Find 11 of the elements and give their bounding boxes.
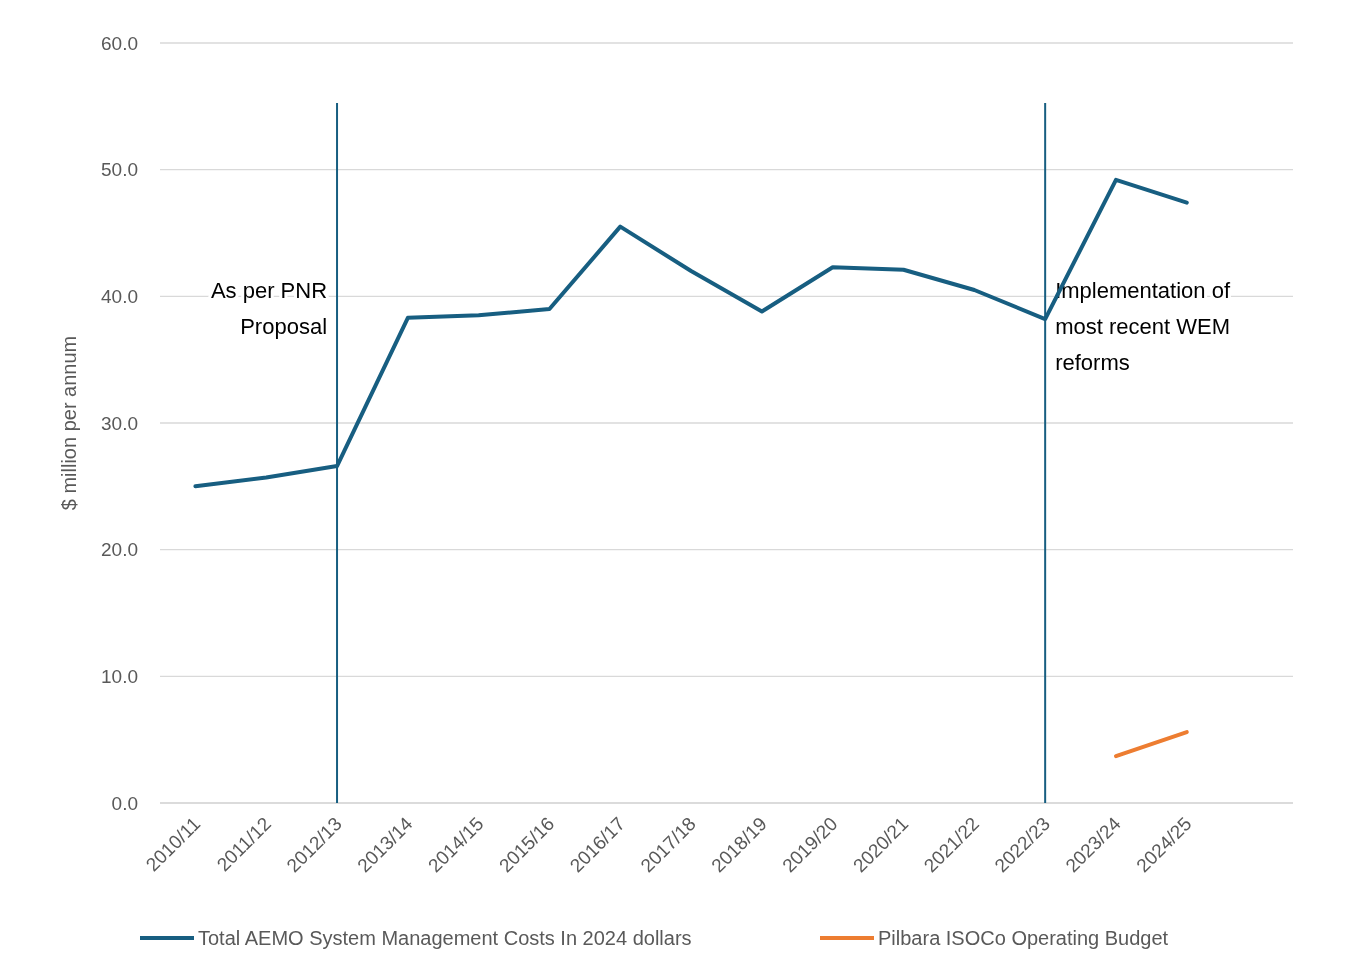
y-tick-label: 30.0 — [101, 412, 138, 434]
y-tick-label: 0.0 — [111, 792, 138, 814]
y-tick-label: 10.0 — [101, 665, 138, 687]
legend-label: Pilbara ISOCo Operating Budget — [878, 927, 1169, 949]
ref-line-label: As per PNR Proposal — [210, 278, 328, 339]
y-tick-label: 50.0 — [101, 159, 138, 181]
y-tick-label: 20.0 — [101, 539, 138, 561]
legend-label: Total AEMO System Management Costs In 2024 dollars — [198, 927, 692, 949]
y-tick-label: 40.0 — [101, 285, 138, 307]
y-axis-title: $ million per annum — [58, 335, 80, 511]
y-tick-label: 60.0 — [101, 32, 138, 54]
